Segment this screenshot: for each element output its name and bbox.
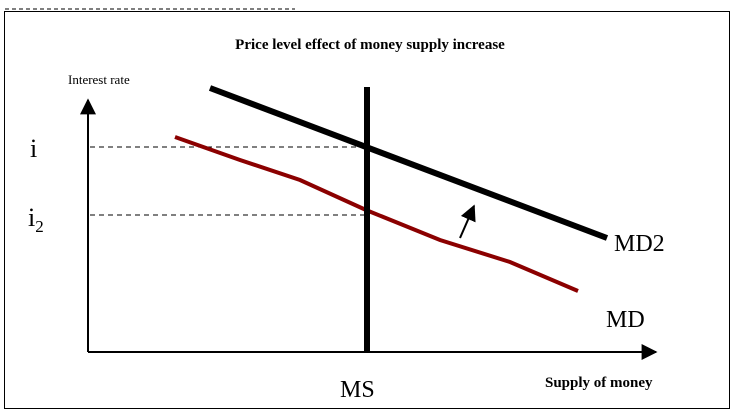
title: Price level effect of money supply incre…: [235, 37, 505, 53]
level-i2-base: i: [28, 203, 35, 232]
x-axis-label: Supply of money: [545, 375, 653, 391]
shift-arrow: [459, 204, 476, 239]
frame: [4, 11, 730, 409]
y-axis-label: Interest rate: [68, 72, 130, 87]
md-curve: [174, 135, 579, 293]
level-i: i: [30, 134, 37, 163]
level-i2: i2: [28, 203, 44, 236]
md2-curve: [208, 85, 609, 241]
ms-label: MS: [340, 377, 375, 403]
level-i2-sub: 2: [35, 217, 44, 236]
md-label: MD: [606, 307, 645, 333]
md2-label: MD2: [614, 231, 665, 257]
